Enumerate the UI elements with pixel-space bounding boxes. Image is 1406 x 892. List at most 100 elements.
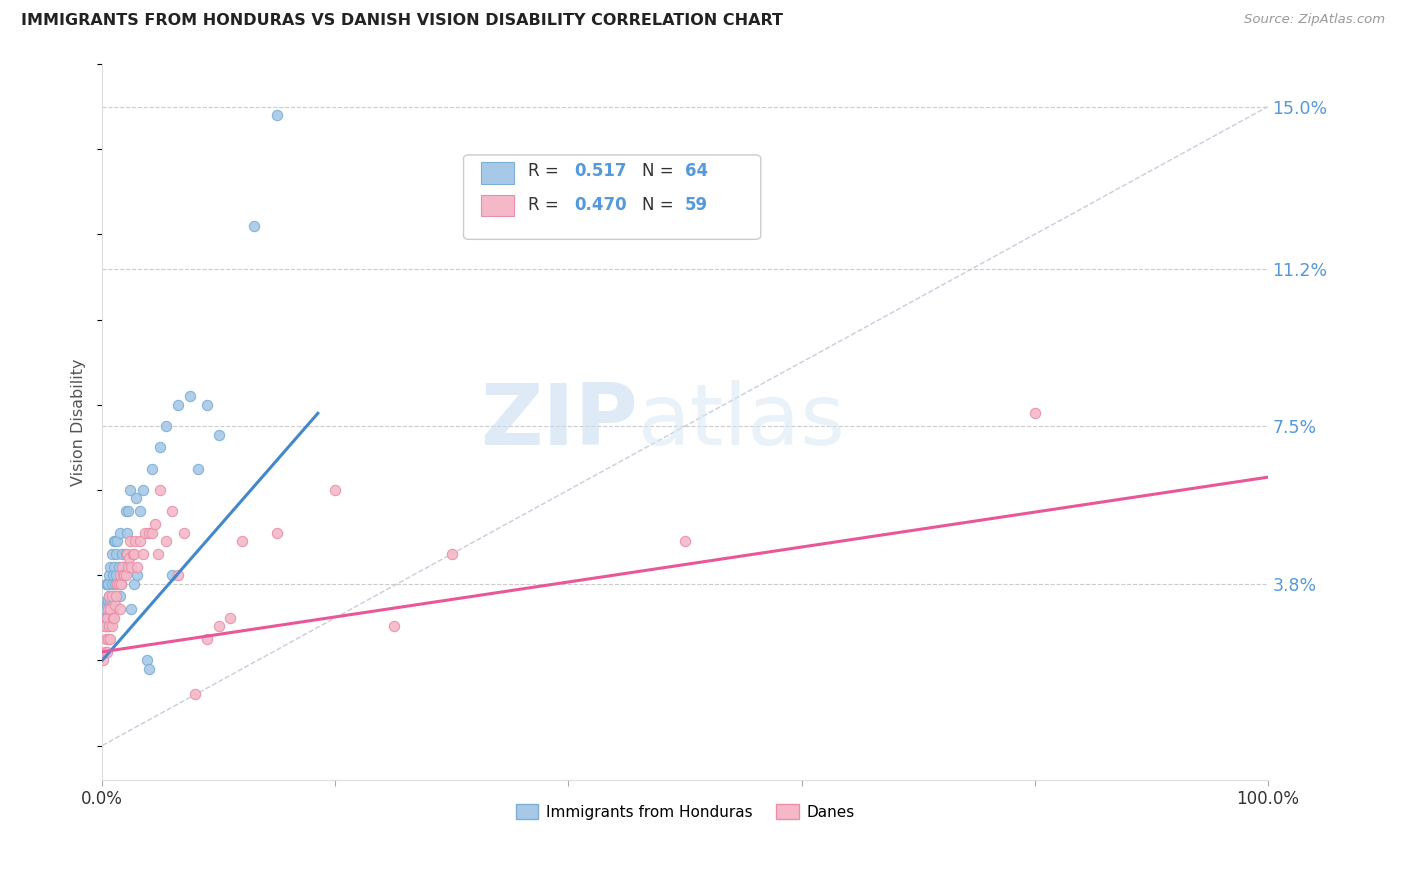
Point [124, 534, 146, 549]
Point [149, 483, 172, 497]
Point [195, 632, 218, 646]
Point [98, 619, 121, 633]
Point [103, 611, 125, 625]
Point [673, 534, 696, 549]
Point [141, 525, 163, 540]
Point [105, 534, 128, 549]
Text: R =: R = [527, 162, 564, 180]
Point [120, 534, 142, 549]
Point [100, 547, 122, 561]
Point [122, 547, 145, 561]
Point [101, 602, 124, 616]
Point [98, 619, 121, 633]
Point [146, 547, 169, 561]
Text: 64: 64 [685, 162, 709, 180]
Point [115, 525, 138, 540]
Point [114, 547, 136, 561]
Point [96, 576, 118, 591]
Point [110, 576, 132, 591]
Point [100, 598, 122, 612]
Point [93, 645, 115, 659]
Point [112, 559, 135, 574]
Text: 0.517: 0.517 [574, 162, 627, 180]
Point [111, 559, 134, 574]
Point [114, 504, 136, 518]
Point [440, 547, 463, 561]
Point [93, 619, 115, 633]
Point [93, 611, 115, 625]
Point [138, 525, 160, 540]
Text: IMMIGRANTS FROM HONDURAS VS DANISH VISION DISABILITY CORRELATION CHART: IMMIGRANTS FROM HONDURAS VS DANISH VISIO… [21, 13, 783, 29]
Point [98, 593, 121, 607]
Point [103, 590, 125, 604]
Point [155, 534, 177, 549]
Point [179, 389, 201, 403]
Point [187, 461, 209, 475]
Point [208, 619, 231, 633]
Point [125, 491, 148, 506]
Point [231, 534, 253, 549]
Text: N =: N = [643, 162, 679, 180]
Point [135, 653, 157, 667]
Point [219, 611, 242, 625]
Text: ZIP: ZIP [481, 380, 638, 463]
Point [208, 427, 231, 442]
FancyBboxPatch shape [481, 162, 513, 184]
Point [138, 662, 160, 676]
Point [111, 547, 134, 561]
Point [94, 632, 117, 646]
Point [98, 602, 121, 616]
Point [118, 551, 141, 566]
Point [115, 547, 138, 561]
Point [120, 559, 142, 574]
FancyBboxPatch shape [464, 155, 761, 239]
Point [155, 419, 177, 434]
Point [100, 590, 122, 604]
Point [266, 525, 288, 540]
Point [117, 559, 139, 574]
Point [105, 547, 128, 561]
Point [143, 517, 166, 532]
Point [93, 602, 115, 616]
Point [97, 576, 120, 591]
Point [105, 576, 128, 591]
Point [141, 461, 163, 475]
Text: R =: R = [527, 196, 564, 214]
Point [107, 576, 129, 591]
Point [94, 593, 117, 607]
Point [98, 568, 121, 582]
Point [160, 504, 183, 518]
Text: 59: 59 [685, 196, 709, 214]
Point [108, 525, 131, 540]
Point [128, 504, 150, 518]
Point [104, 598, 127, 612]
Point [184, 687, 207, 701]
Point [100, 576, 122, 591]
Point [94, 611, 117, 625]
Point [132, 483, 155, 497]
Point [93, 653, 115, 667]
Point [96, 611, 118, 625]
Point [97, 611, 120, 625]
Text: atlas: atlas [638, 380, 846, 463]
Y-axis label: Vision Disability: Vision Disability [72, 358, 86, 485]
Point [128, 534, 150, 549]
Point [149, 441, 172, 455]
Point [104, 534, 127, 549]
Point [98, 611, 121, 625]
Point [323, 483, 346, 497]
Point [242, 219, 264, 233]
Point [112, 559, 135, 574]
Point [98, 602, 121, 616]
Point [101, 568, 124, 582]
Point [127, 559, 149, 574]
Point [121, 547, 143, 561]
Point [127, 568, 149, 582]
Point [167, 398, 190, 412]
Point [103, 534, 125, 549]
Point [100, 619, 122, 633]
Point [103, 559, 125, 574]
Point [105, 568, 128, 582]
Point [97, 593, 120, 607]
Point [266, 108, 288, 122]
